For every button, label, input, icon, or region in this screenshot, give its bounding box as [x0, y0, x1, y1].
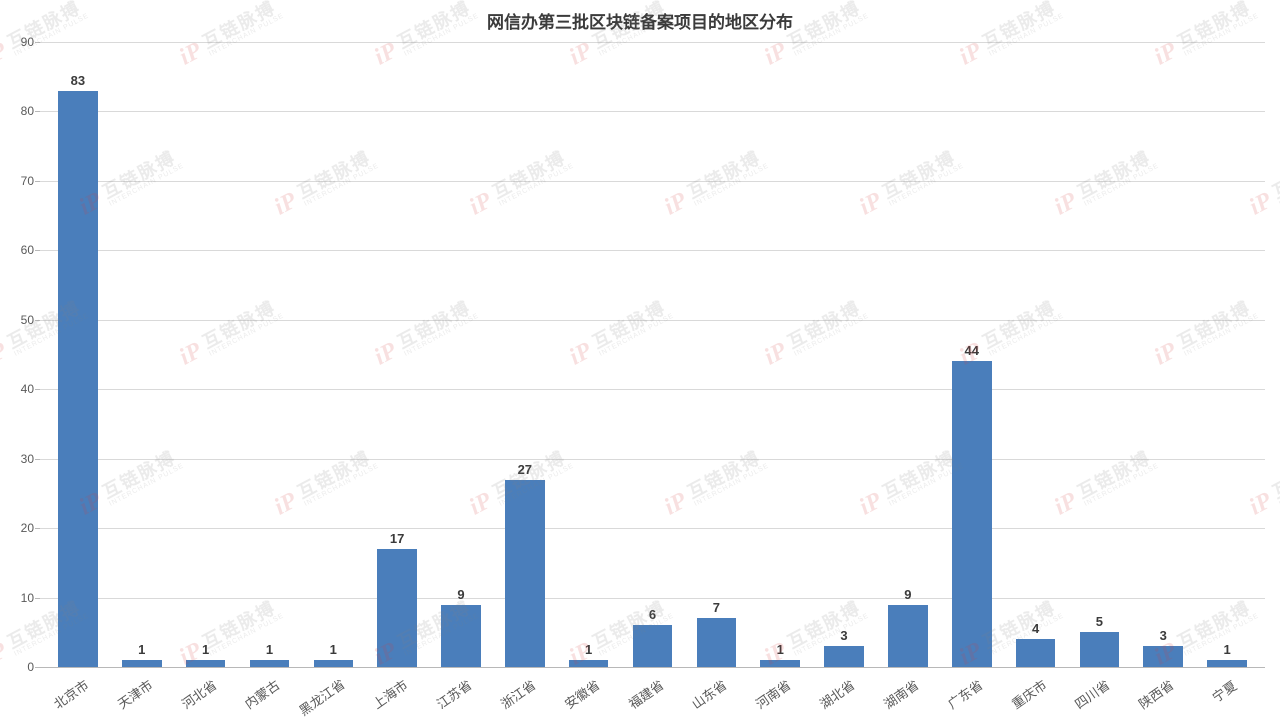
bar-chart: 网信办第三批区块链备案项目的地区分布 0 10 20 30 40 50 60 70 80 90 8…: [0, 0, 1280, 728]
bar-value-label: 4: [1032, 621, 1039, 636]
y-tick-label: 20: [21, 521, 34, 535]
bar-value-label: 1: [202, 642, 209, 657]
bar-value-label: 17: [390, 531, 404, 546]
bar-value-label: 3: [840, 628, 847, 643]
bar-slot: 5四川省: [1068, 42, 1132, 667]
y-tick-label: 30: [21, 452, 34, 466]
bar: 9: [441, 605, 481, 668]
y-tick-label: 60: [21, 243, 34, 257]
bar-value-label: 7: [713, 600, 720, 615]
bar-value-label: 1: [138, 642, 145, 657]
bars-group: 83北京市1天津市1河北省1内蒙古1黑龙江省17上海市9江苏省27浙江省1安徽省…: [40, 42, 1265, 667]
bar-value-label: 1: [330, 642, 337, 657]
bar-value-label: 27: [518, 462, 532, 477]
bar-slot: 3陕西省: [1131, 42, 1195, 667]
bar: 27: [505, 480, 545, 668]
bar-slot: 27浙江省: [493, 42, 557, 667]
bar-slot: 1天津市: [110, 42, 174, 667]
bar-value-label: 44: [964, 343, 978, 358]
bar: 9: [888, 605, 928, 668]
bar-value-label: 5: [1096, 614, 1103, 629]
bar-value-label: 1: [585, 642, 592, 657]
bar-slot: 1河南省: [748, 42, 812, 667]
bar-slot: 1宁夏: [1195, 42, 1259, 667]
bar-value-label: 83: [71, 73, 85, 88]
bar-value-label: 3: [1160, 628, 1167, 643]
bar-value-label: 9: [904, 587, 911, 602]
y-tick-label: 90: [21, 35, 34, 49]
y-tick-label: 70: [21, 174, 34, 188]
bar-slot: 1黑龙江省: [301, 42, 365, 667]
bar: 7: [697, 618, 737, 667]
bar-slot: 6福建省: [621, 42, 685, 667]
bar-value-label: 1: [266, 642, 273, 657]
bar: 17: [377, 549, 417, 667]
bar-slot: 9湖南省: [876, 42, 940, 667]
bar-value-label: 1: [1223, 642, 1230, 657]
bar-slot: 1安徽省: [557, 42, 621, 667]
bar: 6: [633, 625, 673, 667]
bar-slot: 3湖北省: [812, 42, 876, 667]
chart-title: 网信办第三批区块链备案项目的地区分布: [0, 8, 1280, 33]
y-tick-label: 50: [21, 313, 34, 327]
bar: 3: [1143, 646, 1183, 667]
bar: 83: [58, 91, 98, 667]
bar-slot: 1内蒙古: [238, 42, 302, 667]
bar: 3: [824, 646, 864, 667]
bar-slot: 1河北省: [174, 42, 238, 667]
bar-slot: 9江苏省: [429, 42, 493, 667]
bar: 4: [1016, 639, 1056, 667]
bar-slot: 17上海市: [365, 42, 429, 667]
plot-area: 0102030405060708090 83北京市1天津市1河北省1内蒙古1黑龙…: [40, 42, 1265, 668]
bar: 5: [1080, 632, 1120, 667]
y-tick-label: 10: [21, 591, 34, 605]
bar-slot: 44广东省: [940, 42, 1004, 667]
bar-slot: 7山东省: [684, 42, 748, 667]
bar-value-label: 9: [457, 587, 464, 602]
y-tick-label: 80: [21, 104, 34, 118]
y-tick-label: 40: [21, 382, 34, 396]
bar-value-label: 6: [649, 607, 656, 622]
bar-slot: 83北京市: [46, 42, 110, 667]
bar-slot: 4重庆市: [1004, 42, 1068, 667]
y-tick-mark: [35, 667, 40, 668]
bar: 44: [952, 361, 992, 667]
bar-value-label: 1: [777, 642, 784, 657]
y-tick-label: 0: [27, 660, 34, 674]
